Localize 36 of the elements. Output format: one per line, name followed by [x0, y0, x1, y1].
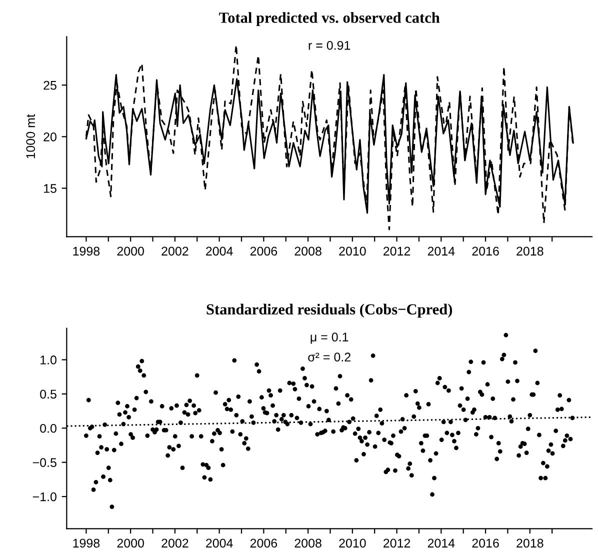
x-tick-label: 2018	[516, 246, 544, 256]
x-tick-label: 2006	[250, 538, 278, 548]
x-tick-label: 2002	[162, 246, 188, 256]
x-tick-label: 2016	[472, 246, 499, 256]
annotation: μ = 0.1	[310, 332, 348, 344]
x-tick-label: 2008	[294, 246, 322, 256]
x-tick-label: 2012	[384, 246, 410, 256]
x-tick-label: 2006	[250, 246, 278, 256]
y-tick-label: 15	[44, 184, 56, 193]
x-tick-label: 2014	[428, 538, 455, 548]
y-tick-label: 0.5	[40, 390, 56, 399]
y-tick-label: 20	[44, 132, 56, 142]
annotation: σ² = 0.2	[308, 352, 350, 362]
x-tick-label: 2010	[339, 246, 366, 256]
y-tick-label: 1.0	[40, 356, 56, 364]
x-tick-label: 2016	[472, 538, 499, 548]
x-tick-label: 2004	[206, 538, 233, 548]
y-tick-label: 0.0	[40, 424, 56, 433]
y-axis-title: 1000 mt	[26, 114, 36, 158]
x-tick-label: 2012	[384, 538, 410, 548]
y-tick-label: −0.5	[32, 458, 56, 467]
chart-title: Standardized residuals (Cobs−Cpred)	[206, 304, 452, 318]
x-tick-label: 2002	[162, 538, 188, 548]
x-tick-label: 1998	[73, 538, 100, 548]
x-tick-label: 2008	[294, 538, 322, 548]
annotation: r = 0.91	[308, 40, 350, 50]
x-tick-label: 2000	[117, 538, 144, 548]
x-tick-label: 1998	[73, 246, 100, 256]
x-tick-label: 2004	[206, 246, 233, 256]
x-tick-label: 2010	[339, 538, 366, 548]
chart-title: Total predicted vs. observed catch	[219, 12, 440, 26]
y-tick-label: 25	[44, 80, 56, 90]
x-tick-label: 2018	[516, 538, 544, 548]
y-tick-label: −1.0	[32, 492, 56, 502]
x-tick-label: 2014	[428, 246, 455, 256]
x-tick-label: 2000	[117, 246, 144, 256]
